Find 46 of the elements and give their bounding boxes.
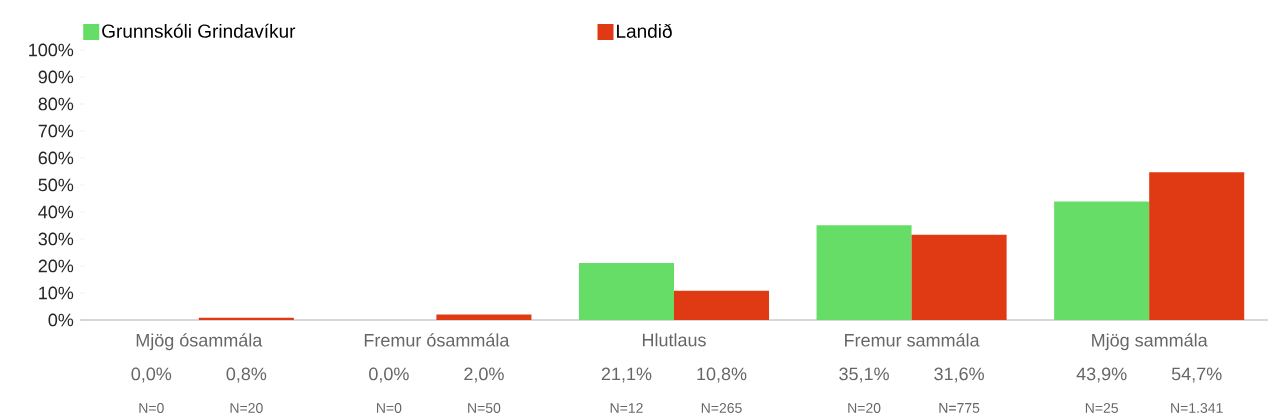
data-label: 2,0% (464, 367, 504, 383)
bar (198, 317, 294, 320)
bar (1054, 201, 1150, 320)
bar (911, 234, 1007, 320)
text: N=50 (468, 403, 501, 413)
y-tick-label: 0% (48, 313, 74, 327)
data-label: 0,0% (131, 367, 172, 383)
data-label: 0,8% (226, 367, 267, 383)
x-tick-label: Fremur sammála (845, 333, 980, 347)
y-tick-label: 50% (38, 178, 74, 192)
text: N=775 (939, 403, 980, 413)
text: N=25 (1085, 403, 1118, 413)
y-tick-label: 10% (39, 286, 74, 300)
y-tick-label: 100% (29, 43, 74, 57)
data-label: 31,6% (934, 367, 984, 383)
text: N=20 (230, 403, 263, 413)
bar (816, 225, 912, 320)
x-tick-label: Hlutlaus (642, 333, 706, 347)
y-tick-label: 90% (38, 70, 74, 84)
legend-label: Grunnskóli Grindavíkur (102, 23, 296, 38)
data-label: 21,1% (601, 367, 652, 383)
bar (673, 290, 770, 320)
y-tick-label: 40% (38, 205, 74, 219)
legend-label: Landið (617, 23, 672, 38)
data-label: 10,8% (697, 367, 747, 383)
text: N=12 (610, 403, 643, 413)
data-label: 0,0% (369, 367, 409, 383)
y-tick-label: 70% (38, 124, 74, 138)
data-label: 35,1% (839, 367, 889, 383)
bar (1149, 172, 1245, 320)
text: N=0 (376, 403, 402, 413)
y-tick-label: 30% (38, 232, 74, 246)
bar (436, 314, 532, 320)
y-tick-label: 60% (38, 151, 74, 165)
text: N=0 (139, 403, 164, 413)
data-label: 43,9% (1076, 367, 1127, 383)
text: N=1.341 (1171, 403, 1223, 413)
data-label: 54,7% (1171, 367, 1222, 383)
bar (578, 263, 674, 320)
text: N=265 (701, 403, 742, 413)
y-tick-label: 20% (38, 259, 74, 273)
text: N=20 (848, 403, 881, 413)
x-tick-label: Mjög ósammála (136, 333, 263, 351)
y-tick-label: 80% (38, 97, 74, 111)
x-tick-label: Fremur ósammála (364, 333, 510, 347)
x-tick-label: Mjög sammála (1092, 333, 1208, 351)
